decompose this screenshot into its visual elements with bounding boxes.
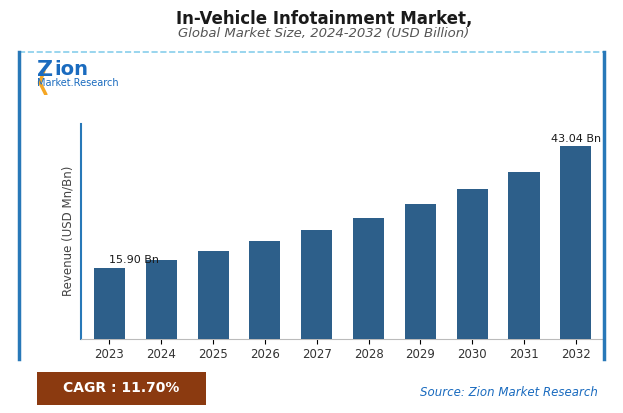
Text: CAGR : 11.70%: CAGR : 11.70%	[64, 381, 179, 395]
Bar	[94, 268, 125, 339]
Text: Market.Research: Market.Research	[37, 78, 119, 88]
Bar	[353, 218, 384, 339]
Text: 43.04 Bn: 43.04 Bn	[551, 134, 601, 144]
Bar	[146, 259, 177, 339]
Bar	[405, 204, 436, 339]
Bar	[508, 172, 540, 339]
Bar	[249, 241, 280, 339]
Bar	[457, 189, 488, 339]
Bar	[197, 251, 229, 339]
Text: 15.90 Bn: 15.90 Bn	[110, 255, 159, 265]
Text: ion: ion	[55, 60, 89, 79]
Y-axis label: Revenue (USD Mn/Bn): Revenue (USD Mn/Bn)	[61, 166, 74, 297]
Text: Z: Z	[37, 60, 54, 80]
Bar	[560, 146, 591, 339]
Bar	[301, 230, 332, 339]
Text: In-Vehicle Infotainment Market,: In-Vehicle Infotainment Market,	[176, 10, 472, 28]
Text: Global Market Size, 2024-2032 (USD Billion): Global Market Size, 2024-2032 (USD Billi…	[178, 27, 470, 40]
Text: Source: Zion Market Research: Source: Zion Market Research	[420, 386, 598, 399]
